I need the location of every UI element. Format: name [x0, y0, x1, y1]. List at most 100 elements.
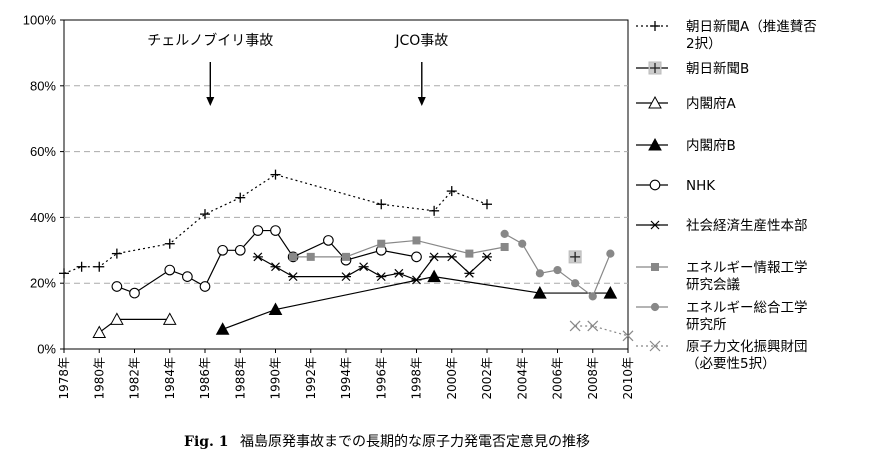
data-point — [323, 235, 334, 246]
data-point — [110, 312, 124, 325]
data-point — [182, 271, 193, 282]
x-tick-label: 1990年 — [269, 357, 283, 400]
data-point — [622, 330, 634, 342]
legend-label: 原子力文化振興財団 — [686, 339, 808, 355]
y-tick-label: 0% — [37, 342, 56, 357]
data-point — [268, 302, 283, 316]
legend-item-asahi_b: 朝日新聞B — [636, 61, 749, 77]
data-point — [252, 252, 263, 262]
data-point — [482, 252, 492, 262]
series-line — [63, 173, 488, 274]
x-tick-label: 1998年 — [410, 357, 424, 400]
x-tick-label: 1986年 — [198, 357, 212, 400]
data-point — [76, 261, 87, 272]
x-tick-label: 2002年 — [480, 357, 494, 400]
data-point — [270, 169, 281, 180]
data-point — [412, 236, 421, 245]
data-point — [342, 252, 350, 261]
y-tick-label: 60% — [30, 144, 56, 159]
data-point — [500, 243, 509, 252]
data-point — [200, 209, 210, 220]
caption-label: Fig. 1 — [184, 434, 229, 450]
data-point — [199, 281, 211, 292]
data-point — [111, 281, 123, 292]
data-point — [164, 238, 175, 249]
y-axis: 0% 20% 40% 60% 80% 100% — [23, 13, 64, 357]
data-point — [376, 199, 387, 210]
data-point — [587, 320, 599, 332]
data-point — [500, 229, 509, 238]
y-tick-label: 20% — [30, 276, 56, 291]
legend-marker — [650, 21, 660, 31]
data-point — [111, 248, 122, 259]
annotations: チェルノブイリ事故 JCO事故 — [147, 32, 448, 106]
plot-border — [63, 19, 629, 350]
legend-item-shakai: 社会経済生産性本部 — [636, 218, 808, 234]
legend-marker — [650, 220, 660, 230]
data-point — [358, 262, 369, 272]
data-point — [446, 186, 457, 197]
plot-frame — [63, 19, 629, 350]
x-tick-label: 1994年 — [339, 357, 353, 400]
data-point — [306, 252, 315, 261]
data-point — [59, 268, 69, 279]
legend-label: 研究所 — [686, 317, 727, 333]
series-asahi_a — [59, 169, 492, 279]
legend-item-nhk: NHK — [636, 178, 716, 194]
data-point — [446, 252, 457, 262]
data-point — [411, 275, 422, 285]
legend-item-cabinet_a: 内閣府A — [636, 95, 736, 112]
legend-marker — [648, 95, 662, 109]
series-energy_info — [289, 236, 509, 261]
legend-marker — [649, 340, 661, 352]
data-point — [129, 287, 140, 299]
x-tick-label: 1980年 — [92, 357, 106, 400]
series-genshiryoku — [569, 320, 634, 342]
legend-label: 内閣府A — [686, 96, 736, 112]
legend-marker — [648, 61, 662, 75]
x-tick-label: 2008年 — [586, 357, 600, 400]
data-point — [603, 286, 618, 299]
gridlines — [64, 85, 628, 284]
series-asahi_b — [568, 250, 582, 264]
legend-label: 2択） — [686, 36, 722, 52]
data-point — [464, 268, 475, 278]
x-tick-label: 2000年 — [445, 357, 459, 400]
legend-label: （必要性5択） — [686, 356, 776, 372]
legend-label: 朝日新聞B — [686, 61, 749, 77]
legend-marker — [651, 263, 659, 271]
data-point — [571, 279, 580, 288]
event-label: チェルノブイリ事故 — [147, 32, 273, 49]
data-point — [235, 192, 246, 203]
x-tick-label: 1978年 — [57, 357, 71, 400]
data-point — [377, 239, 386, 248]
event-arrow-head — [417, 97, 426, 106]
data-point — [164, 264, 176, 276]
legend-label: 朝日新聞A（推進賛否 — [686, 19, 817, 35]
data-point — [288, 272, 299, 282]
data-point — [94, 261, 105, 272]
y-tick-label: 100% — [23, 13, 57, 28]
data-point — [518, 239, 527, 248]
data-point — [217, 244, 228, 256]
series-line — [98, 318, 170, 334]
legend-label: エネルギー総合工学 — [686, 300, 808, 316]
data-point — [393, 268, 404, 278]
series-cabinet_b — [215, 269, 618, 335]
series-line — [222, 276, 611, 330]
event-label: JCO事故 — [394, 33, 448, 49]
data-point — [270, 225, 281, 236]
x-tick-label: 2006年 — [551, 357, 565, 400]
series-shakai — [252, 252, 492, 285]
data-point — [376, 272, 387, 282]
series-line — [575, 325, 629, 337]
x-tick-label: 2010年 — [621, 357, 635, 400]
data-point — [341, 272, 351, 282]
data-point — [569, 320, 581, 332]
data-point — [482, 199, 492, 210]
legend-marker — [648, 137, 662, 151]
y-tick-label: 40% — [30, 210, 56, 225]
